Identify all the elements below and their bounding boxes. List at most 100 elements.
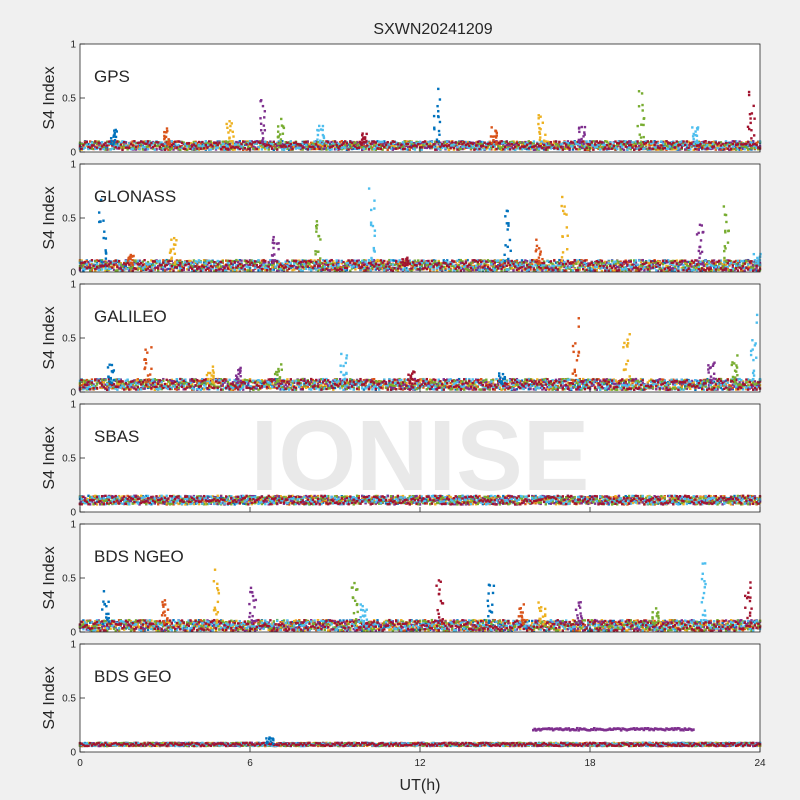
data-point (355, 144, 359, 148)
spike-point (168, 143, 171, 146)
data-point (259, 141, 262, 145)
data-point (114, 263, 117, 266)
data-point (464, 146, 468, 149)
data-point (274, 145, 277, 149)
spike-point (316, 128, 319, 132)
data-point (364, 145, 367, 148)
data-point (549, 142, 553, 145)
data-point (634, 142, 638, 146)
spike-point (263, 110, 267, 113)
data-point (585, 146, 588, 150)
data-point (622, 142, 626, 146)
data-point (704, 145, 707, 149)
data-point (342, 147, 345, 150)
data-point (406, 140, 410, 144)
data-point (529, 143, 532, 146)
data-point (748, 147, 751, 151)
spike-point (696, 128, 699, 131)
data-point (95, 142, 99, 145)
data-point (191, 147, 194, 151)
data-point (752, 146, 755, 149)
data-point (201, 143, 204, 146)
data-point (629, 148, 632, 151)
data-point (248, 142, 252, 145)
data-point (352, 145, 355, 149)
data-point (575, 141, 578, 144)
data-point (570, 142, 573, 145)
data-point (415, 142, 418, 145)
data-point (294, 147, 298, 150)
data-point (378, 147, 381, 151)
data-point (610, 144, 614, 148)
data-point (354, 268, 357, 271)
spike-point (112, 143, 115, 146)
data-point (735, 146, 738, 150)
spike-point (228, 120, 231, 123)
data-point (573, 142, 576, 146)
data-point (597, 146, 600, 150)
data-point (728, 148, 731, 151)
data-point (444, 268, 447, 272)
data-point (449, 140, 452, 143)
data-point (151, 145, 155, 149)
data-point (284, 140, 287, 144)
data-point (228, 145, 231, 148)
data-point (435, 262, 439, 265)
data-point (146, 148, 150, 151)
data-point (413, 146, 417, 149)
data-point (116, 142, 119, 145)
data-point (699, 144, 702, 148)
data-point (670, 141, 673, 144)
data-point (386, 146, 389, 149)
data-point (372, 144, 376, 147)
data-point (180, 265, 184, 269)
spike-point (577, 140, 581, 144)
spike-point (432, 114, 436, 118)
data-point (187, 268, 190, 272)
data-point (745, 142, 748, 146)
data-point (556, 146, 559, 149)
data-point (619, 140, 622, 143)
data-point (383, 145, 386, 149)
data-point (544, 143, 547, 146)
data-point (321, 141, 325, 144)
data-point (585, 142, 588, 145)
y-tick-label: 0 (70, 148, 76, 159)
data-point (228, 148, 231, 151)
data-point (661, 263, 665, 266)
data-point (561, 148, 564, 151)
data-point (446, 145, 449, 148)
spike-point (639, 141, 643, 144)
data-point (466, 142, 469, 146)
data-point (418, 142, 422, 145)
data-point (508, 141, 512, 144)
data-point (561, 145, 564, 149)
data-point (287, 144, 291, 148)
data-point (677, 147, 680, 150)
data-point (202, 144, 206, 147)
data-point (160, 141, 163, 144)
data-point (457, 142, 461, 145)
data-point (342, 144, 345, 147)
data-point (383, 142, 386, 145)
spike-point (321, 133, 325, 137)
data-point (423, 140, 427, 143)
data-point (566, 146, 570, 149)
data-point (733, 144, 736, 147)
data-point (432, 145, 435, 149)
data-point (580, 146, 583, 149)
data-point (82, 269, 85, 272)
data-point (119, 146, 122, 149)
data-point (172, 142, 175, 146)
data-point (624, 145, 627, 148)
data-point (677, 142, 680, 146)
data-point (481, 144, 485, 147)
data-point (174, 142, 177, 145)
data-point (609, 146, 612, 149)
spike-point (642, 117, 646, 120)
data-point (558, 258, 561, 262)
data-point (320, 145, 323, 148)
data-point (537, 147, 541, 151)
data-point (367, 145, 371, 148)
data-point (298, 269, 301, 272)
